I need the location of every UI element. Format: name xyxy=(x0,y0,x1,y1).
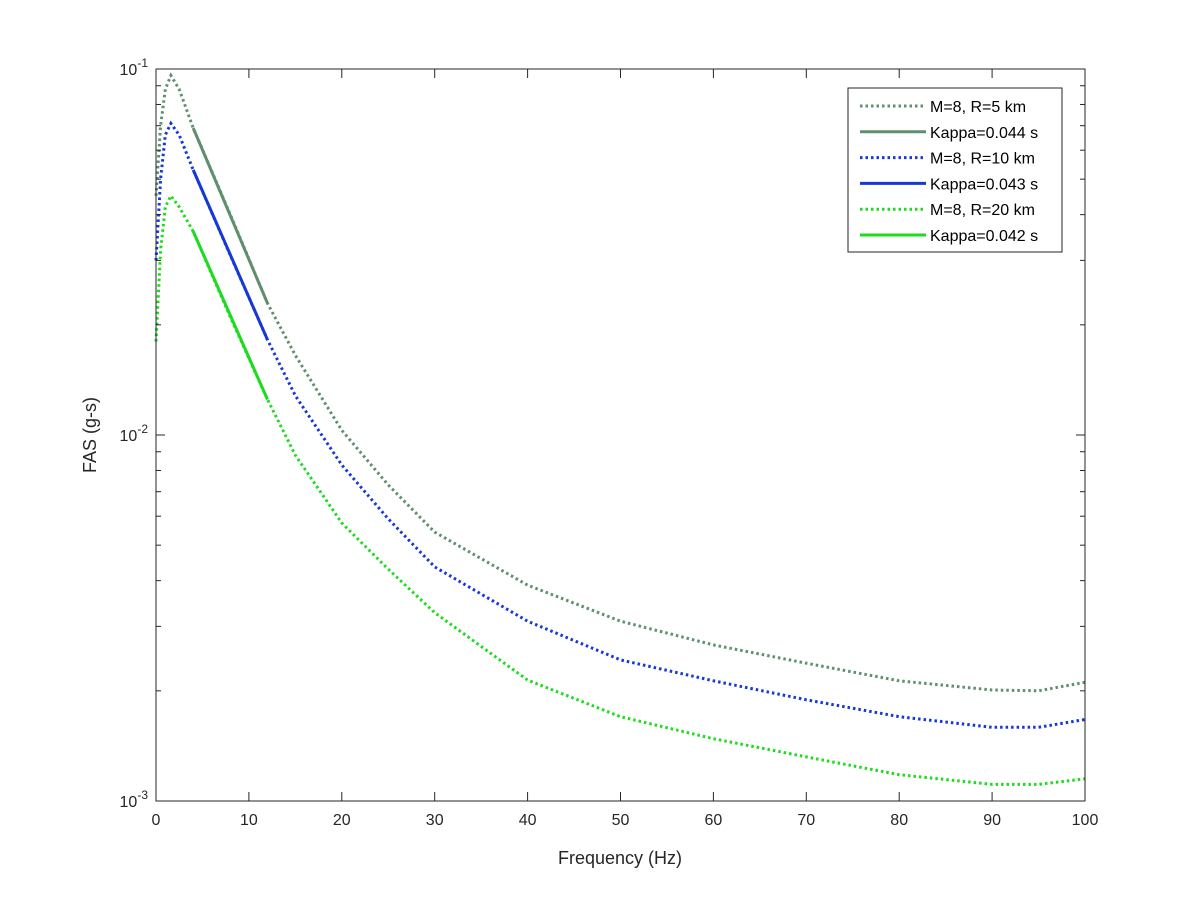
x-tick-label: 10 xyxy=(240,812,258,829)
series-line-5 xyxy=(191,230,269,401)
series-line-3 xyxy=(191,169,269,341)
x-tick-label: 60 xyxy=(705,812,723,829)
x-tick-label: 40 xyxy=(519,812,537,829)
x-tick-label: 90 xyxy=(983,812,1001,829)
legend-label-1: Kappa=0.044 s xyxy=(930,125,1038,142)
y-axis-label: FAS (g-s) xyxy=(80,397,100,473)
x-tick-label: 20 xyxy=(333,812,351,829)
series-line-2 xyxy=(154,120,1086,729)
legend-box xyxy=(847,87,1063,253)
y-tick-label: 10-1 xyxy=(120,56,149,79)
axes-layer: 0 10 20 30 40 50 60 70 80 90 100 10-1 10-2 10-3 xyxy=(120,56,1099,829)
x-tick-label: 80 xyxy=(890,812,908,829)
x-tick-label: 30 xyxy=(426,812,444,829)
legend-label-2: M=8, R=10 km xyxy=(930,151,1035,168)
series-layer xyxy=(154,72,1086,786)
legend-label-3: Kappa=0.043 s xyxy=(930,176,1038,193)
y-tick-label: 10-2 xyxy=(120,422,149,445)
legend-label-0: M=8, R=5 km xyxy=(930,99,1026,116)
y-tick-label: 10-3 xyxy=(120,788,149,811)
legend-label-4: M=8, R=20 km xyxy=(930,202,1035,219)
legend: M=8, R=5 km Kappa=0.044 s M=8, R=10 km Kapp… xyxy=(847,87,1063,253)
series-line-4 xyxy=(154,193,1086,786)
legend-label-5: Kappa=0.042 s xyxy=(930,228,1038,245)
x-tick-label: 0 xyxy=(152,812,161,829)
series-line-1 xyxy=(191,127,269,304)
x-tick-label: 100 xyxy=(1072,812,1099,829)
x-tick-label: 50 xyxy=(612,812,630,829)
x-tick-label: 70 xyxy=(797,812,815,829)
x-axis-label: Frequency (Hz) xyxy=(558,848,682,868)
